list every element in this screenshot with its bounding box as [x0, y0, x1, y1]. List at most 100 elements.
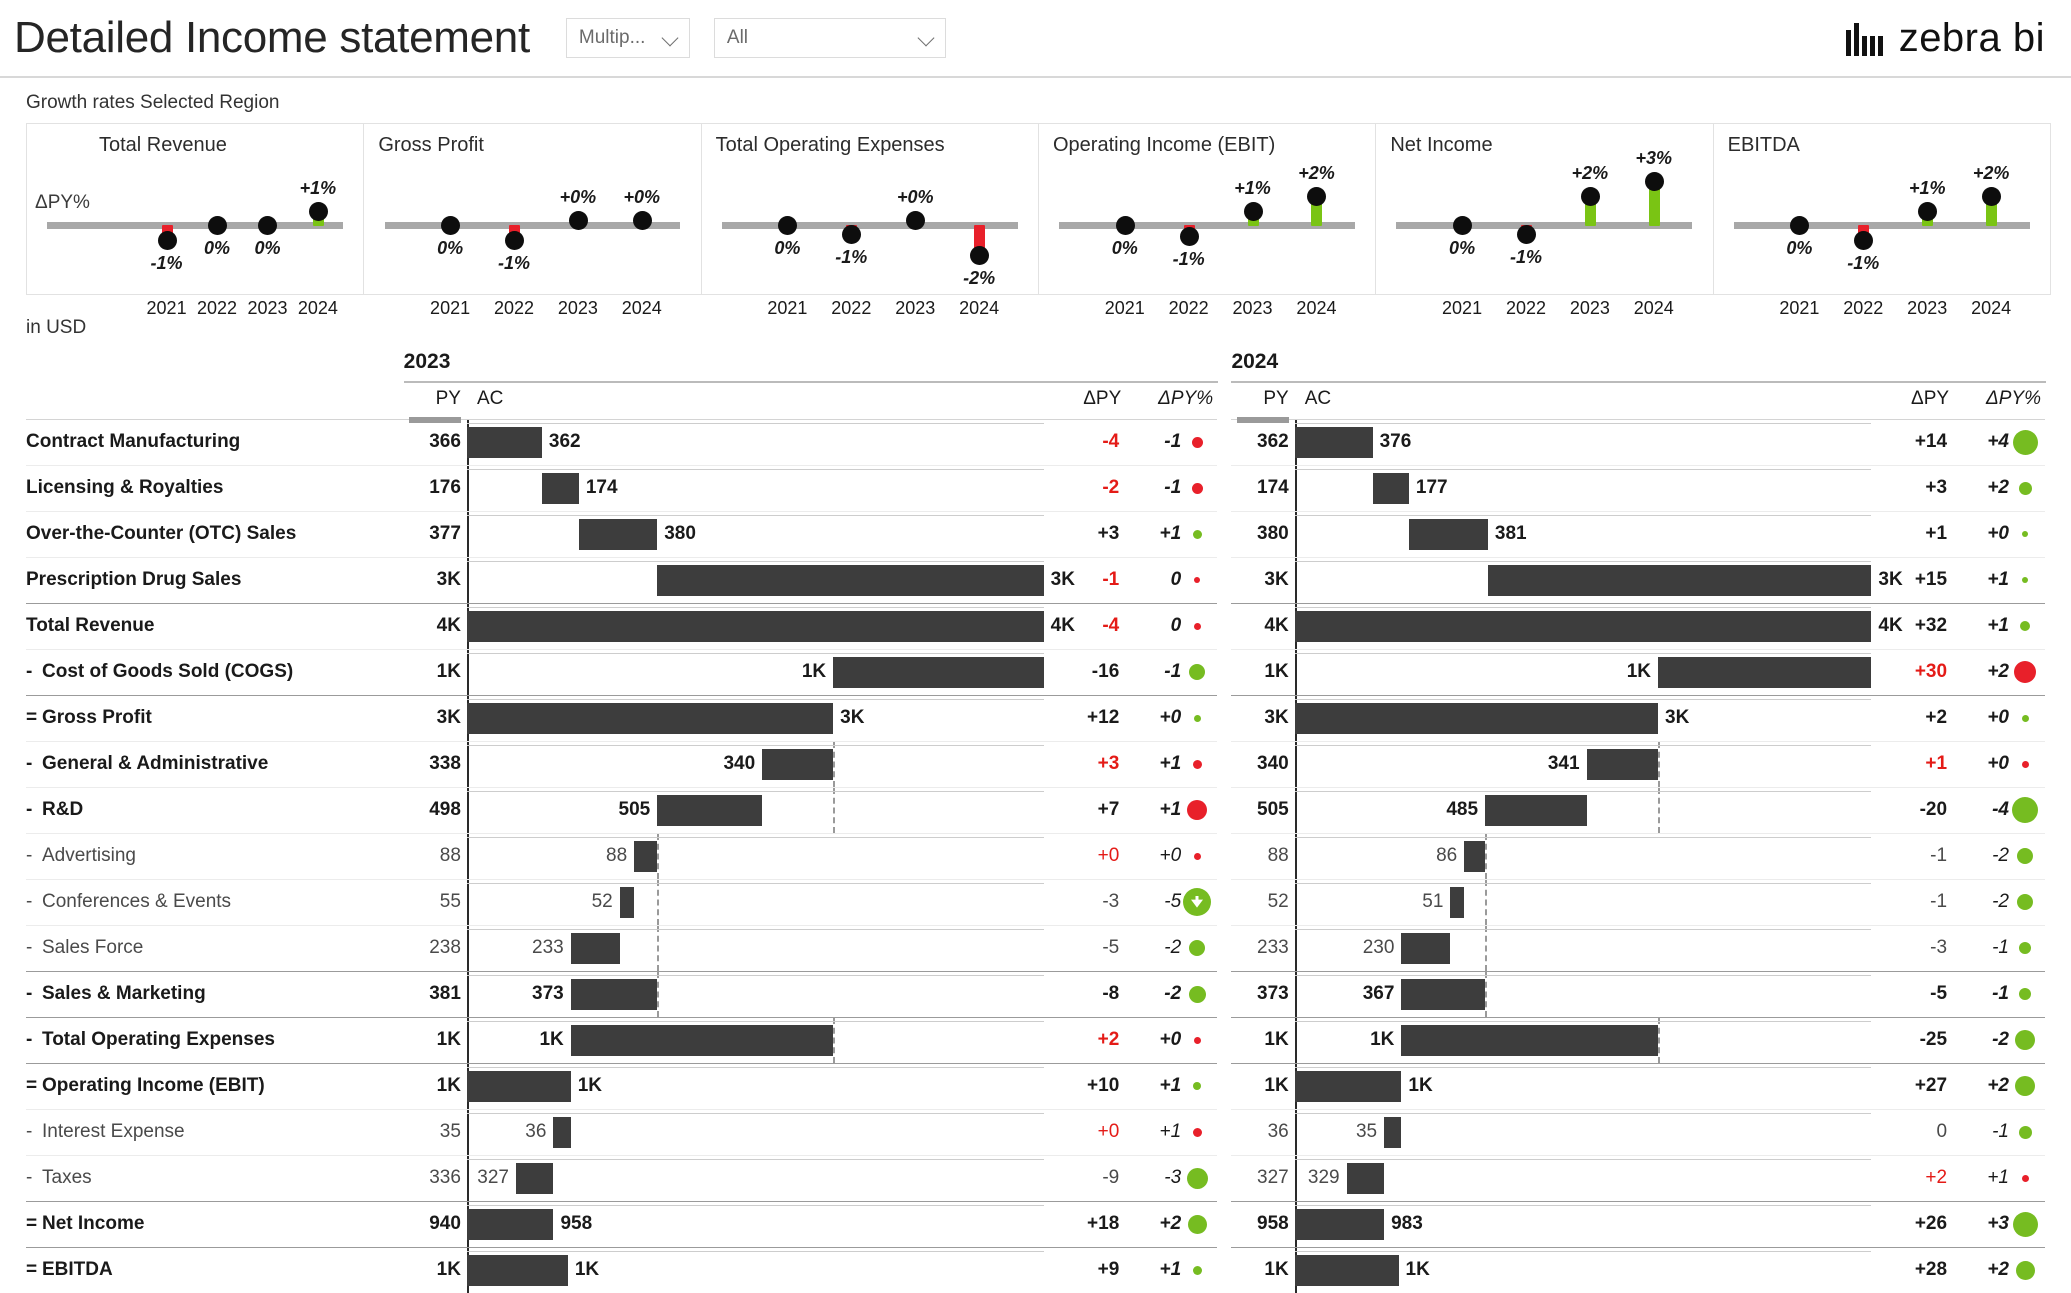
- table-row[interactable]: Contract Manufacturing 366 362 -4 -1 362 376 +1…: [26, 418, 2045, 465]
- waterfall-axis: [466, 925, 469, 971]
- waterfall-cell: 35: [1294, 1108, 1872, 1155]
- table-row[interactable]: - Sales Force 238 233 -5 -2 233 230 -3 -1: [26, 924, 2045, 971]
- region-slicer[interactable]: Multip...: [565, 18, 690, 58]
- waterfall-value-label: 174: [585, 477, 618, 498]
- growth-card: Total Operating Expenses 0% 2021 -1% 2022 +0%…: [702, 124, 1039, 318]
- growth-card-title: Operating Income (EBIT): [1052, 134, 1276, 156]
- variance-marker: [2009, 848, 2041, 864]
- all-slicer[interactable]: All: [713, 18, 946, 58]
- growth-value-label: 0%: [1786, 238, 1813, 258]
- waterfall-axis: [1294, 511, 1297, 557]
- waterfall-axis: [466, 1109, 469, 1155]
- waterfall-value-label: 230: [1362, 937, 1395, 958]
- waterfall-connector: [466, 1250, 1044, 1252]
- table-row[interactable]: = Operating Income (EBIT) 1K 1K +10 +1 1K 1K +27…: [26, 1062, 2045, 1109]
- waterfall-connector: [466, 1112, 1044, 1114]
- all-slicer-value: All: [726, 27, 749, 48]
- variance-percent-value: +0: [1159, 845, 1182, 866]
- waterfall-axis: [466, 833, 469, 879]
- row-label: - Advertising: [26, 845, 136, 866]
- row-label: - Sales & Marketing: [26, 983, 206, 1004]
- table-row[interactable]: - Conferences & Events 55 52 -3 -5 52 51 -1 -2: [26, 878, 2045, 925]
- growth-stem: [1311, 196, 1323, 226]
- variance-percent-value: 0: [1170, 569, 1182, 590]
- table-row[interactable]: - Cost of Goods Sold (COGS) 1K 1K -16 -1 1K 1K +…: [26, 648, 2045, 695]
- growth-year-label: 2024: [621, 298, 662, 318]
- variance-marker: [2009, 1174, 2041, 1182]
- variance-absolute: +0: [1043, 1108, 1126, 1155]
- variance-marker: [2009, 1076, 2041, 1096]
- waterfall-cell: 983: [1294, 1200, 1872, 1247]
- zero-axis-line: [47, 222, 344, 229]
- table-row[interactable]: Prescription Drug Sales 3K 3K -1 0 3K 3K +15 +1: [26, 556, 2045, 603]
- growth-value-label: +1%: [1234, 178, 1271, 198]
- green-dot-icon: [1192, 1265, 1202, 1275]
- variance-percent-value: -2: [1992, 891, 2009, 912]
- row-label: - Total Operating Expenses: [26, 1029, 275, 1050]
- variance-percent-value: +1: [1159, 1121, 1182, 1142]
- row-label-cell: Contract Manufacturing: [26, 418, 404, 465]
- table-row[interactable]: - R&D 498 505 +7 +1 505 485 -20 -4: [26, 786, 2045, 833]
- growth-year-label: 2023: [1907, 298, 1948, 318]
- waterfall-connector: [1294, 652, 1872, 654]
- waterfall-value-label: 3K: [840, 707, 865, 728]
- panel-gap: [1217, 879, 1231, 925]
- growth-value-label: -1%: [835, 247, 868, 267]
- growth-plot: 0% 2021 -1% 2022 +1% 2023 +2% 2024: [1039, 163, 1375, 318]
- growth-year-label: 2022: [1168, 298, 1209, 318]
- table-row[interactable]: Over-the-Counter (OTC) Sales 377 380 +3 +1 38…: [26, 510, 2045, 557]
- waterfall-cell: 380: [466, 510, 1044, 557]
- growth-year-label: 2021: [1104, 298, 1145, 318]
- table-row[interactable]: Licensing & Royalties 176 174 -2 -1 174 177 +3 +…: [26, 464, 2045, 511]
- growth-value-label: +0%: [623, 187, 661, 207]
- variance-absolute: 3K: [403, 556, 467, 603]
- row-label: Contract Manufacturing: [26, 431, 241, 452]
- variance-absolute: +12: [1043, 694, 1126, 741]
- variance-absolute: +27: [1871, 1062, 1954, 1109]
- table-row[interactable]: - Sales & Marketing 381 373 -8 -2 373 367 -5 -1: [26, 970, 2045, 1017]
- waterfall-axis: [1294, 465, 1297, 511]
- row-operator: -: [26, 799, 33, 820]
- variance-absolute: 1K: [1231, 1016, 1295, 1063]
- waterfall-bar: [1450, 886, 1465, 918]
- red-dot-icon: [1191, 482, 1203, 494]
- table-row[interactable]: - General & Administrative 338 340 +3 +1 340 34…: [26, 740, 2045, 787]
- variance-marker: [1181, 1082, 1213, 1090]
- variance-marker: [2009, 942, 2041, 954]
- variance-absolute: 88: [1231, 832, 1295, 879]
- variance-marker: [1181, 940, 1213, 956]
- variance-absolute: -3: [1871, 924, 1954, 971]
- waterfall-cell: 1K: [1294, 648, 1872, 695]
- waterfall-cell: 341: [1294, 740, 1872, 787]
- growth-dot: [1982, 187, 2002, 206]
- row-operator: =: [26, 1259, 38, 1280]
- growth-card: Operating Income (EBIT) 0% 2021 -1% 2022 +1% 2…: [1039, 124, 1377, 318]
- green-dot-icon: [2017, 848, 2033, 864]
- table-row[interactable]: = EBITDA 1K 1K +9 +1 1K 1K +28 +2: [26, 1246, 2045, 1293]
- waterfall-connector: [466, 1158, 1044, 1160]
- table-row[interactable]: Total Revenue 4K 4K -4 0 4K 4K +32 +1: [26, 602, 2045, 649]
- panel-gap: [1217, 695, 1231, 741]
- table-row[interactable]: = Net Income 940 958 +18 +2 958 983 +26 +3: [26, 1200, 2045, 1247]
- variance-percent-value: +2: [1987, 1259, 2009, 1280]
- waterfall-bar: [466, 426, 542, 458]
- table-row[interactable]: - Advertising 88 88 +0 +0 88 86 -1 -2: [26, 832, 2045, 879]
- table-row[interactable]: - Taxes 336 327 -9 -3 327 329 +2 +1: [26, 1154, 2045, 1201]
- growth-dot: [208, 216, 228, 235]
- waterfall-cell: 327: [466, 1154, 1044, 1201]
- waterfall-value-label: 958: [560, 1213, 593, 1234]
- panel-gap: [1217, 649, 1231, 695]
- table-row[interactable]: - Total Operating Expenses 1K 1K +2 +0 1K 1K -25…: [26, 1016, 2045, 1063]
- zero-axis-line: [1396, 222, 1693, 229]
- waterfall-cell: 3K: [1294, 694, 1872, 741]
- variance-absolute: 233: [1231, 924, 1295, 971]
- growth-stem: [974, 225, 986, 255]
- growth-value-label: 0%: [204, 238, 231, 258]
- variance-absolute: -2: [1043, 464, 1126, 511]
- waterfall-bar: [657, 794, 763, 826]
- table-row[interactable]: - Interest Expense 35 36 +0 +1 36 35 0 -1: [26, 1108, 2045, 1155]
- variance-absolute: +32: [1871, 602, 1954, 649]
- table-row[interactable]: = Gross Profit 3K 3K +12 +0 3K 3K +2 +0: [26, 694, 2045, 741]
- waterfall-value-label: 1K: [574, 1259, 600, 1280]
- variance-absolute: 362: [1231, 418, 1295, 465]
